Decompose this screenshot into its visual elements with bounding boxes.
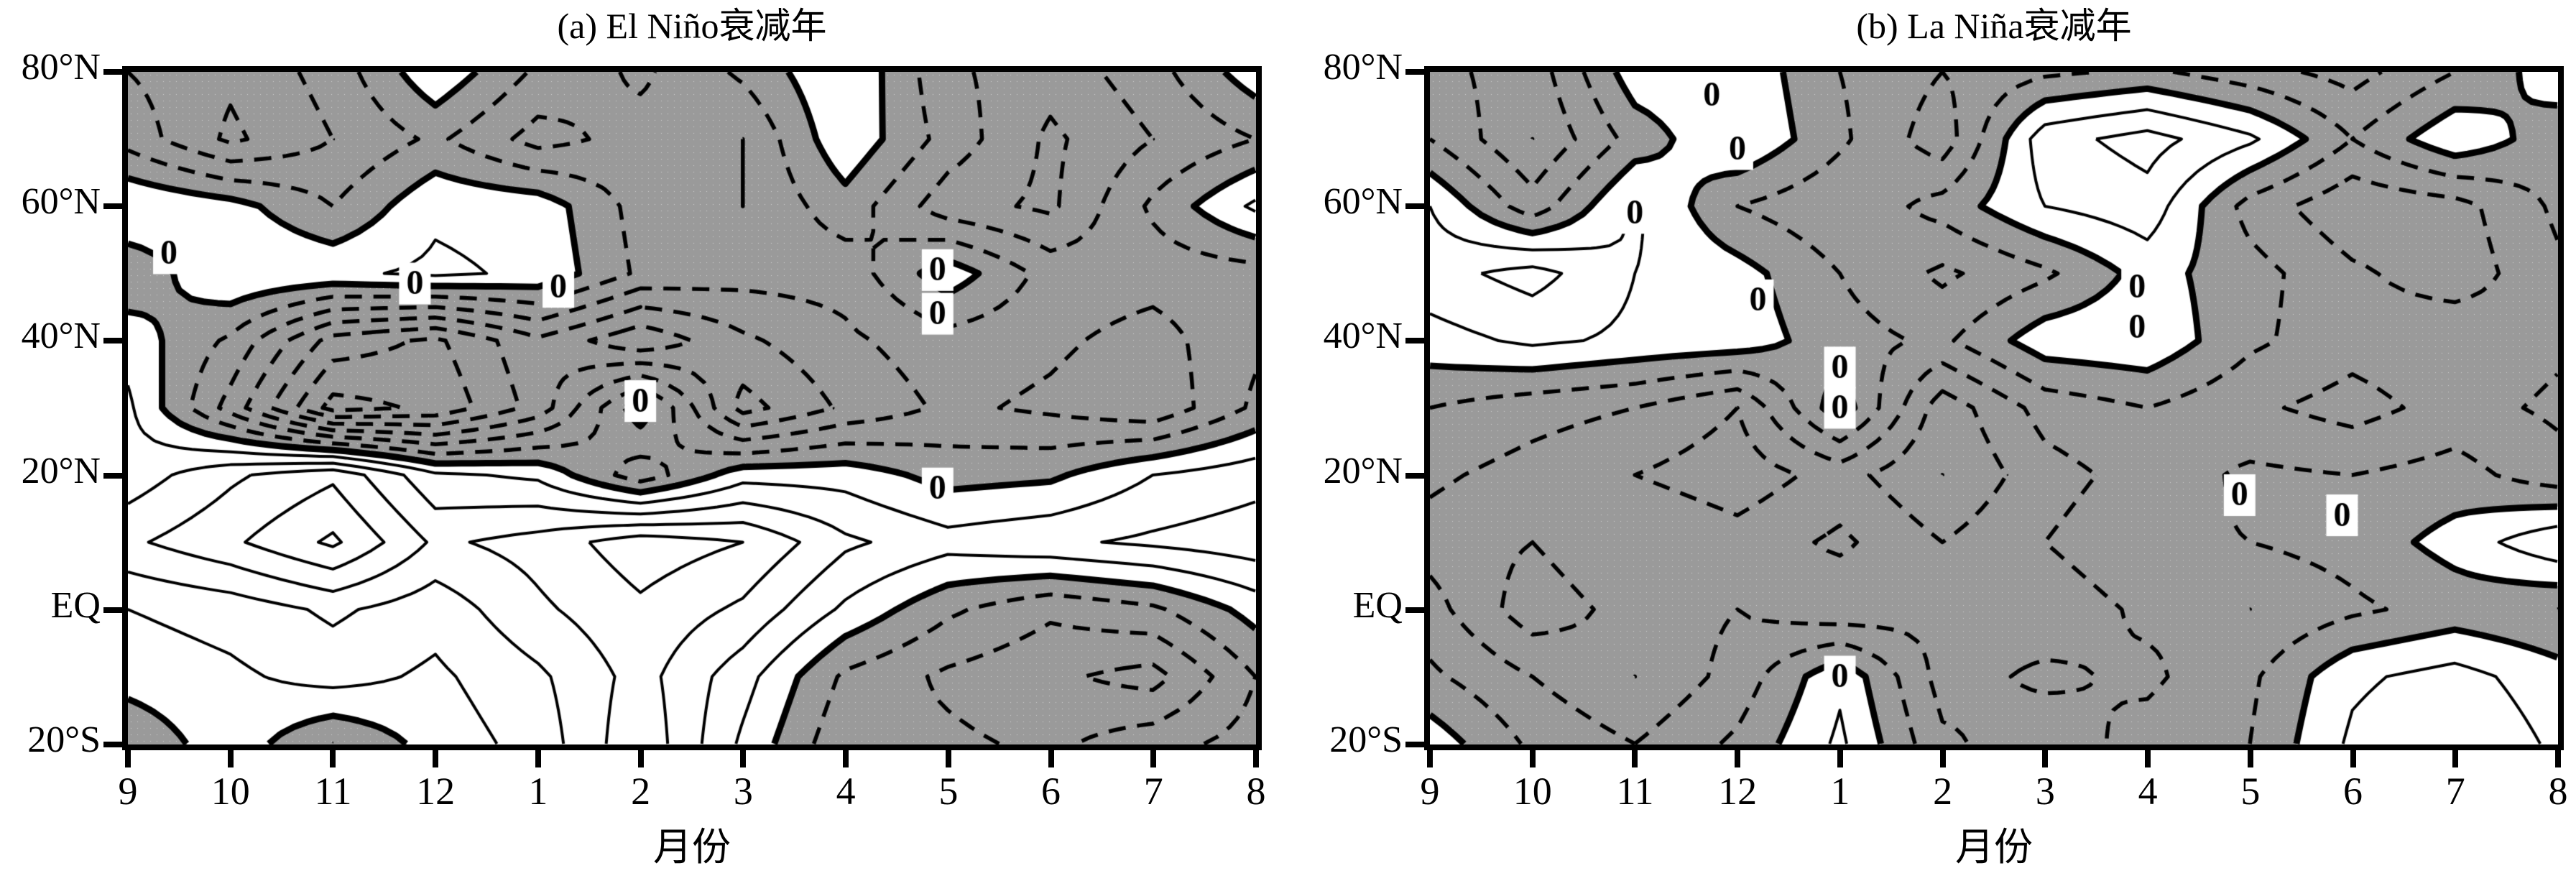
x-tick-mark: [1253, 750, 1259, 767]
y-tick-mark: [1405, 607, 1424, 613]
x-tick-label: 6: [2343, 770, 2363, 813]
panel-title: (a) El Niño衰减年: [557, 6, 827, 46]
plot-area: [1424, 66, 2564, 750]
contour-canvas: [1430, 72, 2558, 744]
y-tick-label: 80°N: [21, 47, 101, 88]
x-tick-label: 3: [2035, 770, 2055, 813]
x-tick-mark: [330, 750, 336, 767]
x-tick-label: 6: [1041, 770, 1061, 813]
y-tick-mark: [1405, 338, 1424, 344]
y-tick-label: 20°S: [1329, 719, 1403, 760]
panel-title: (b) La Niña衰减年: [1856, 6, 2132, 46]
x-tick-label: 3: [733, 770, 753, 813]
x-tick-label: 5: [938, 770, 959, 813]
x-tick-label: 9: [1420, 770, 1440, 813]
y-tick-label: 60°N: [1323, 181, 1403, 223]
x-tick-mark: [637, 750, 644, 767]
x-tick-label: 12: [1718, 770, 1758, 813]
x-tick-label: 11: [314, 770, 352, 813]
y-tick-label: EQ: [50, 584, 101, 626]
x-tick-mark: [2452, 750, 2459, 767]
y-tick-label: 20°N: [1323, 450, 1403, 492]
x-tick-mark: [945, 750, 951, 767]
x-tick-label: 2: [631, 770, 651, 813]
y-tick-mark: [103, 607, 122, 613]
x-tick-mark: [843, 750, 849, 767]
x-tick-label: 8: [1246, 770, 1266, 813]
x-tick-mark: [535, 750, 541, 767]
x-tick-label: 1: [528, 770, 548, 813]
x-tick-mark: [1529, 750, 1536, 767]
x-tick-label: 12: [416, 770, 456, 813]
panel-la-nina-decay-year: (b) La Niña衰减年 80°N 60°N 40°N 20°N EQ 20°S 9 1…: [1302, 0, 2576, 876]
y-tick-label: EQ: [1352, 584, 1403, 626]
y-tick-label: 20°S: [27, 719, 101, 760]
y-tick-mark: [1405, 472, 1424, 479]
y-tick-label: 80°N: [1323, 47, 1403, 88]
x-tick-mark: [1939, 750, 1946, 767]
x-tick-label: 5: [2240, 770, 2261, 813]
y-tick-mark: [103, 338, 122, 344]
y-tick-label: 60°N: [21, 181, 101, 223]
x-tick-label: 10: [211, 770, 250, 813]
contour-canvas: [128, 72, 1256, 744]
x-tick-mark: [433, 750, 439, 767]
x-tick-mark: [1837, 750, 1843, 767]
x-tick-mark: [1427, 750, 1433, 767]
panel-el-nino-decay-year: (a) El Niño衰减年 80°N 60°N 40°N 20°N EQ 20°S 9 1…: [21, 6, 1266, 869]
y-tick-mark: [1405, 69, 1424, 75]
x-tick-mark: [227, 750, 234, 767]
y-tick-mark: [103, 742, 122, 747]
x-tick-mark: [1150, 750, 1157, 767]
x-tick-label: 11: [1616, 770, 1654, 813]
y-tick-mark: [103, 472, 122, 479]
x-tick-mark: [1048, 750, 1054, 767]
x-axis-title: 月份: [653, 826, 731, 869]
x-tick-mark: [2145, 750, 2151, 767]
x-tick-mark: [2555, 750, 2561, 767]
x-tick-label: 2: [1933, 770, 1953, 813]
x-tick-mark: [740, 750, 747, 767]
x-tick-label: 4: [2138, 770, 2158, 813]
x-tick-label: 1: [1830, 770, 1850, 813]
x-tick-label: 8: [2548, 770, 2568, 813]
x-tick-label: 7: [2445, 770, 2465, 813]
x-axis-title: 月份: [1955, 826, 2033, 869]
plot-area: [122, 66, 1262, 750]
x-tick-mark: [125, 750, 131, 767]
x-tick-mark: [1632, 750, 1638, 767]
y-tick-label: 40°N: [21, 315, 101, 357]
x-tick-label: 10: [1513, 770, 1552, 813]
x-tick-label: 7: [1143, 770, 1163, 813]
x-tick-label: 9: [118, 770, 138, 813]
y-tick-mark: [103, 203, 122, 210]
x-tick-mark: [2247, 750, 2253, 767]
x-tick-label: 4: [836, 770, 856, 813]
y-tick-label: 40°N: [1323, 315, 1403, 357]
y-tick-mark: [103, 69, 122, 75]
y-tick-mark: [1405, 203, 1424, 210]
x-tick-mark: [2350, 750, 2356, 767]
x-tick-mark: [1735, 750, 1741, 767]
x-tick-mark: [2042, 750, 2049, 767]
y-tick-label: 20°N: [21, 450, 101, 492]
y-tick-mark: [1405, 742, 1424, 747]
